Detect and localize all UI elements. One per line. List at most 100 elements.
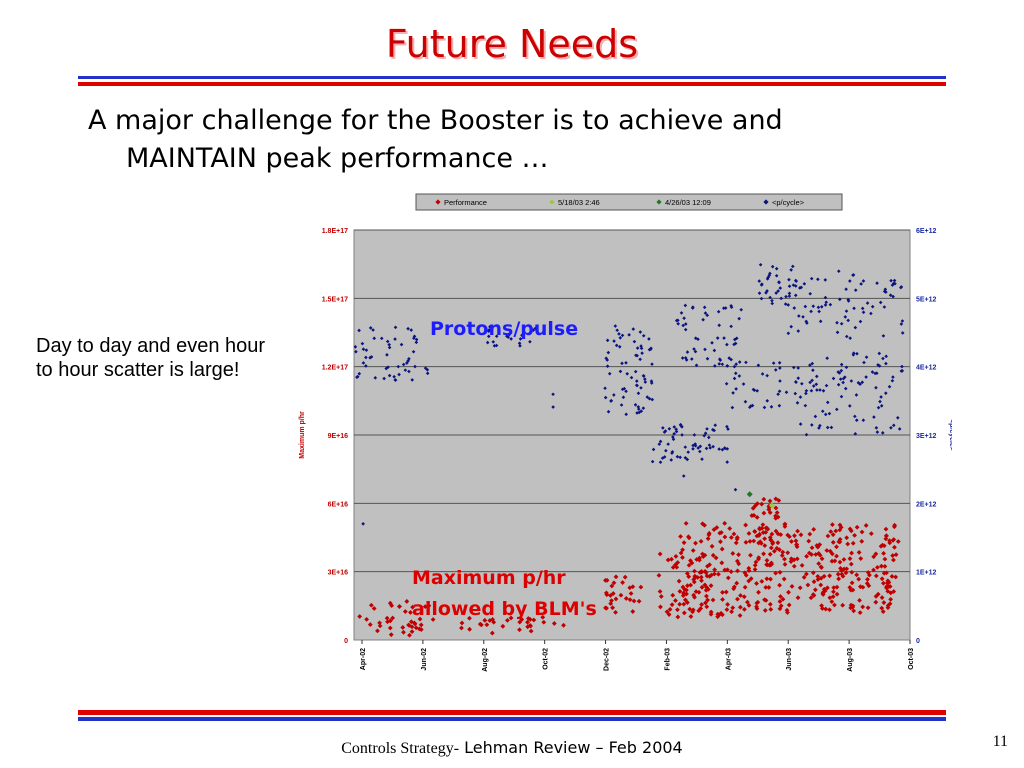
- p-cycle-point: [783, 302, 788, 306]
- p-cycle-point: [712, 348, 717, 353]
- p-cycle-point: [425, 367, 430, 372]
- footer-suffix: Lehman Review – Feb 2004: [459, 738, 683, 757]
- performance-point: [678, 534, 683, 539]
- performance-point: [775, 531, 781, 537]
- p-cycle-point: [412, 334, 417, 339]
- y-right-tick-label: 2E+12: [916, 501, 937, 508]
- p-cycle-point: [392, 374, 396, 379]
- p-cycle-point: [606, 350, 611, 355]
- annotation-label: Maximum p/hr: [412, 567, 566, 589]
- p-cycle-point: [681, 474, 686, 478]
- p-cycle-point: [364, 355, 368, 360]
- performance-point: [839, 568, 844, 573]
- p-cycle-point: [825, 425, 830, 430]
- p-cycle-point: [683, 303, 688, 308]
- performance-point: [756, 533, 762, 538]
- performance-point: [754, 606, 760, 612]
- p-cycle-point: [737, 316, 741, 321]
- performance-point: [638, 584, 644, 590]
- performance-point: [551, 621, 557, 626]
- performance-point: [882, 563, 888, 569]
- performance-point: [805, 582, 811, 588]
- performance-point: [681, 540, 687, 546]
- p-cycle-point: [835, 330, 840, 335]
- performance-point: [767, 601, 773, 607]
- performance-point: [696, 608, 702, 614]
- p-cycle-point: [625, 371, 629, 376]
- p-cycle-point: [860, 380, 865, 385]
- p-cycle-point: [613, 324, 618, 328]
- p-cycle-point: [693, 349, 698, 354]
- p-cycle-point: [357, 328, 361, 333]
- p-cycle-point: [414, 340, 419, 345]
- performance-point: [884, 584, 890, 589]
- performance-point: [693, 589, 699, 594]
- performance-point: [698, 538, 704, 544]
- p-cycle-point: [726, 427, 730, 431]
- p-cycle-point: [618, 336, 623, 340]
- performance-point: [722, 534, 728, 540]
- p-cycle-point: [897, 427, 902, 431]
- performance-point: [767, 551, 773, 557]
- p-cycle-point: [846, 318, 850, 323]
- performance-point: [706, 530, 712, 536]
- performance-point: [831, 585, 837, 591]
- p-cycle-point: [733, 487, 738, 492]
- p-cycle-point: [361, 522, 365, 526]
- p-cycle-point: [733, 371, 738, 376]
- p-cycle-point: [643, 380, 648, 384]
- p-cycle-point: [685, 457, 690, 462]
- performance-point: [837, 522, 843, 528]
- p-cycle-point: [704, 446, 709, 451]
- performance-point: [810, 570, 816, 576]
- p-cycle-point: [796, 376, 801, 380]
- p-cycle-point: [803, 403, 808, 408]
- performance-point: [825, 533, 831, 539]
- x-tick-label: Apr-03: [725, 648, 732, 670]
- performance-point: [879, 595, 885, 600]
- performance-point: [890, 553, 896, 558]
- performance-point: [890, 537, 896, 543]
- p-cycle-point: [488, 324, 492, 329]
- p-cycle-point: [518, 344, 522, 348]
- y-left-tick-label: 1.5E+17: [322, 296, 348, 303]
- p-cycle-point: [696, 446, 700, 450]
- p-cycle-point: [690, 357, 694, 361]
- p-cycle-point: [786, 331, 791, 336]
- performance-point: [656, 572, 662, 578]
- performance-point: [881, 550, 886, 556]
- performance-point: [692, 568, 697, 574]
- p-cycle-point: [870, 370, 875, 374]
- p-cycle-point: [858, 382, 862, 386]
- p-cycle-point: [620, 387, 625, 392]
- p-cycle-point: [674, 429, 679, 434]
- performance-point: [724, 607, 730, 613]
- p-cycle-point: [679, 311, 684, 315]
- p-cycle-point: [864, 375, 868, 379]
- y-left-tick-label: 3E+16: [328, 570, 349, 577]
- p-cycle-point: [718, 358, 723, 362]
- p-cycle-point: [551, 392, 555, 397]
- performance-point: [375, 628, 380, 634]
- performance-point: [754, 514, 760, 520]
- p-cycle-point: [387, 373, 392, 378]
- p-cycle-point: [809, 309, 813, 314]
- performance-point: [525, 619, 530, 625]
- p-cycle-point: [899, 285, 903, 290]
- p-cycle-point: [694, 363, 699, 368]
- performance-point: [768, 537, 774, 543]
- performance-point: [711, 527, 717, 532]
- performance-point: [430, 617, 436, 622]
- p-cycle-point: [774, 266, 779, 271]
- p-cycle-point: [669, 458, 674, 462]
- p-cycle-point: [693, 443, 698, 448]
- y-left-tick-label: 0: [344, 638, 348, 645]
- performance-point: [731, 584, 737, 590]
- legend-marker: [656, 199, 662, 205]
- performance-point: [702, 552, 708, 558]
- p-cycle-point: [804, 319, 809, 324]
- p-cycle-point: [793, 380, 798, 384]
- p-cycle-point: [831, 376, 836, 381]
- p-cycle-point: [634, 383, 639, 388]
- p-cycle-point: [605, 364, 610, 369]
